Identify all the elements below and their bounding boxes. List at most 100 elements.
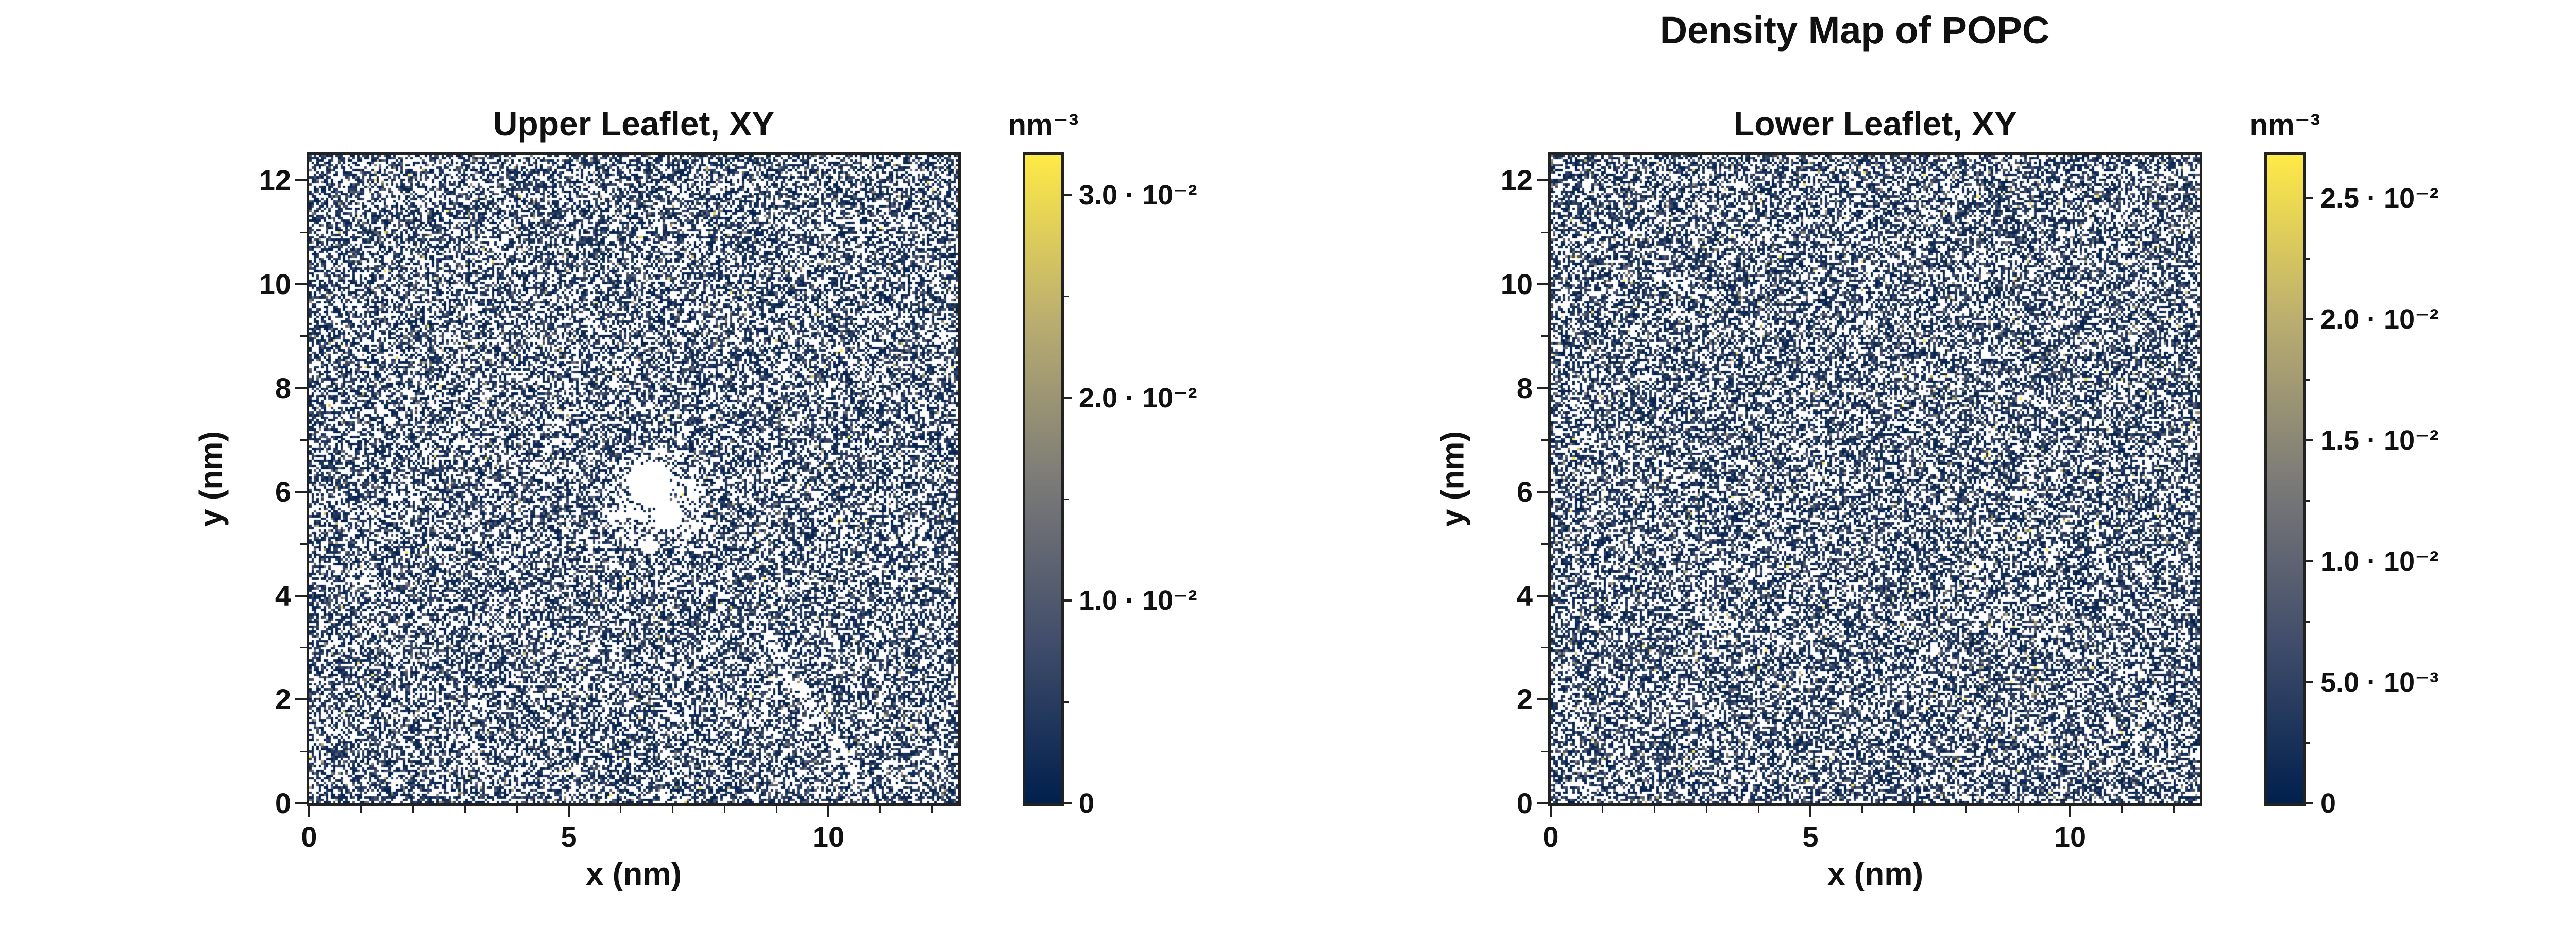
colorbar-gradient: [2267, 154, 2303, 803]
colorbar-unit-label: nm⁻³: [1008, 108, 1079, 142]
x-minor-tick: [1602, 806, 1604, 813]
density-heatmap-canvas: [309, 154, 958, 803]
y-tick-label: 6: [1516, 475, 1533, 508]
colorbar: [1023, 152, 1064, 806]
x-minor-tick: [723, 806, 725, 813]
y-minor-tick: [300, 750, 307, 752]
plot-area: [307, 152, 961, 806]
panel-lower-leaflet: Lower Leaflet, XY 0 5 10 0 2 4 6 8 10 12 x (nm) y…: [1435, 0, 2576, 927]
y-minor-tick: [1541, 750, 1548, 752]
colorbar-major-tick: [2306, 560, 2313, 562]
colorbar-minor-tick: [2306, 500, 2310, 502]
y-major-tick: [295, 594, 307, 597]
x-tick-label: 10: [2054, 820, 2087, 853]
y-major-tick: [295, 179, 307, 182]
y-major-tick: [1537, 802, 1548, 804]
x-minor-tick: [464, 806, 466, 813]
panel-title: Lower Leaflet, XY: [1733, 105, 2018, 143]
colorbar-tick-label: 1.0 · 10⁻²: [2320, 545, 2439, 577]
y-major-tick: [1537, 594, 1548, 597]
x-minor-tick: [1965, 806, 1967, 813]
y-tick-label: 4: [275, 579, 291, 612]
x-tick-label: 5: [561, 820, 577, 853]
y-minor-tick: [1541, 543, 1548, 545]
colorbar-major-tick: [2306, 802, 2313, 804]
x-minor-tick: [1705, 806, 1707, 813]
figure-title: Density Map of POPC: [1659, 9, 2050, 52]
colorbar-tick-label: 2.0 · 10⁻²: [1079, 382, 1197, 414]
colorbar-gradient: [1025, 154, 1061, 803]
y-minor-tick: [1541, 335, 1548, 337]
colorbar-minor-tick: [2306, 621, 2310, 623]
x-minor-tick: [412, 806, 414, 813]
y-tick-label: 8: [1516, 371, 1533, 404]
colorbar-unit-label: nm⁻³: [2249, 108, 2320, 142]
panel-title: Upper Leaflet, XY: [493, 105, 775, 143]
x-axis-label: x (nm): [1827, 856, 1923, 892]
x-minor-tick: [360, 806, 362, 813]
y-tick-label: 0: [1516, 787, 1533, 819]
x-minor-tick: [879, 806, 882, 813]
y-major-tick: [295, 491, 307, 493]
plot-area: [1548, 152, 2202, 806]
x-axis-label: x (nm): [586, 856, 682, 892]
x-minor-tick: [672, 806, 674, 813]
colorbar-minor-tick: [2306, 258, 2310, 260]
x-minor-tick: [775, 806, 777, 813]
y-tick-label: 0: [275, 787, 291, 819]
colorbar-major-tick: [1064, 194, 1072, 196]
y-tick-label: 4: [1516, 579, 1533, 612]
y-tick-label: 10: [259, 268, 291, 300]
x-minor-tick: [2121, 806, 2123, 813]
panel-upper-leaflet: Upper Leaflet, XY 0 5 10 0 2 4 6 8 10 12 x (nm) y…: [194, 0, 1546, 927]
y-tick-label: 6: [275, 475, 291, 508]
y-major-tick: [295, 802, 307, 804]
y-minor-tick: [1541, 439, 1548, 441]
y-tick-label: 10: [1500, 268, 1533, 300]
colorbar-tick-label: 3.0 · 10⁻²: [1079, 179, 1197, 211]
x-major-tick: [827, 806, 829, 817]
x-minor-tick: [620, 806, 622, 813]
colorbar-tick-label: 1.5 · 10⁻²: [2320, 424, 2439, 456]
y-axis-label: y (nm): [1435, 431, 1471, 527]
colorbar-tick-label: 1.0 · 10⁻²: [1079, 585, 1197, 616]
x-major-tick: [1809, 806, 1811, 817]
y-minor-tick: [300, 231, 307, 233]
y-tick-label: 12: [259, 164, 291, 197]
y-tick-label: 12: [1500, 164, 1533, 197]
x-tick-label: 0: [301, 820, 317, 853]
x-major-tick: [308, 806, 310, 817]
y-minor-tick: [300, 647, 307, 649]
y-axis-label: y (nm): [193, 431, 229, 527]
colorbar-tick-label: 0: [1079, 788, 1095, 819]
colorbar-major-tick: [1064, 802, 1072, 804]
x-tick-label: 10: [812, 820, 845, 853]
x-tick-label: 5: [1802, 820, 1819, 853]
colorbar-major-tick: [2306, 318, 2313, 320]
colorbar-tick-label: 5.0 · 10⁻³: [2320, 666, 2439, 698]
y-tick-label: 2: [275, 683, 291, 716]
colorbar-tick-label: 0: [2320, 788, 2336, 819]
colorbar-major-tick: [1064, 599, 1072, 602]
x-minor-tick: [931, 806, 934, 813]
colorbar-minor-tick: [1064, 701, 1069, 703]
x-minor-tick: [1757, 806, 1759, 813]
colorbar-tick-label: 2.5 · 10⁻²: [2320, 182, 2439, 214]
y-minor-tick: [300, 335, 307, 337]
y-major-tick: [295, 698, 307, 701]
colorbar-minor-tick: [1064, 498, 1069, 500]
y-tick-label: 2: [1516, 683, 1533, 716]
density-heatmap-canvas: [1551, 154, 2200, 803]
y-minor-tick: [300, 543, 307, 545]
colorbar-minor-tick: [1064, 296, 1069, 298]
y-major-tick: [1537, 387, 1548, 389]
x-minor-tick: [1861, 806, 1863, 813]
colorbar-major-tick: [2306, 439, 2313, 441]
y-major-tick: [1537, 179, 1548, 182]
x-major-tick: [568, 806, 570, 817]
colorbar-major-tick: [2306, 681, 2313, 683]
colorbar-major-tick: [1064, 397, 1072, 399]
y-major-tick: [1537, 283, 1548, 285]
y-major-tick: [1537, 491, 1548, 493]
